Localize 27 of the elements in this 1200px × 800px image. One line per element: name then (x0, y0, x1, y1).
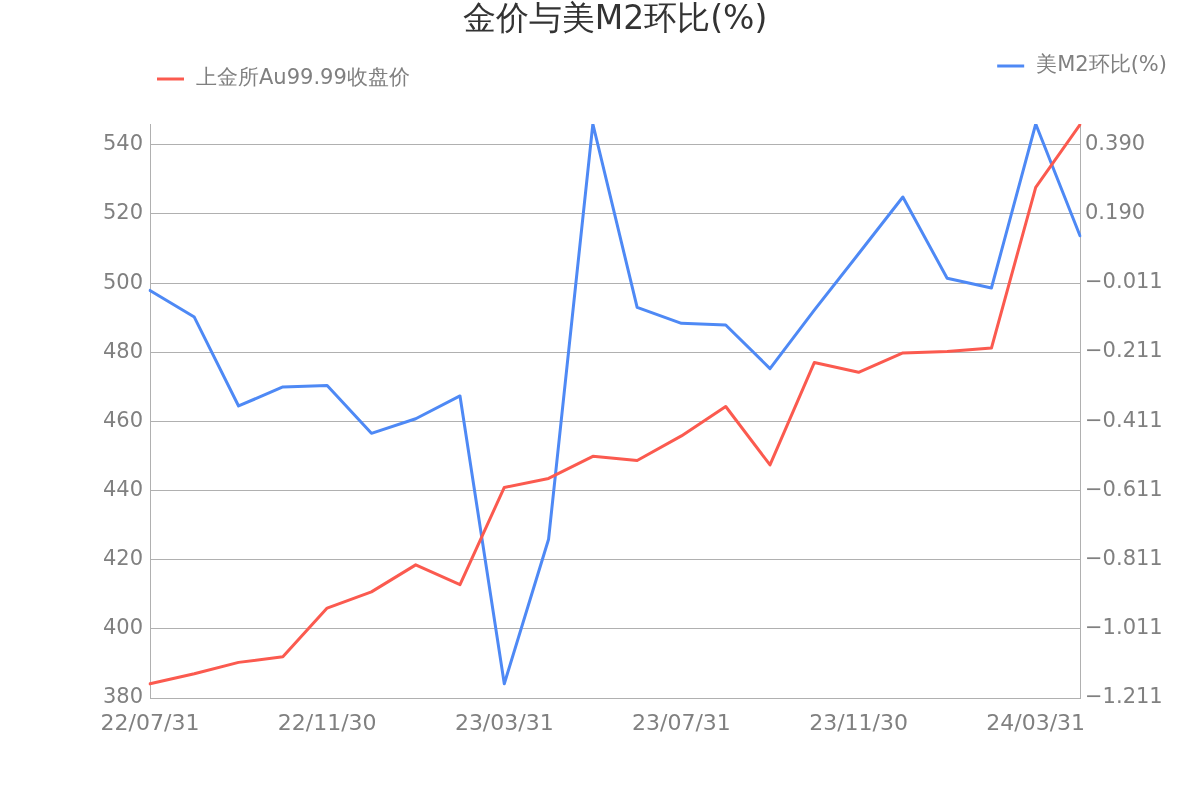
x-tick-label: 23/11/30 (809, 709, 908, 735)
y2-tick-label: −0.011 (1085, 269, 1163, 294)
y-tick-label: 420 (102, 546, 143, 571)
y2-tick-label: −1.011 (1085, 615, 1163, 640)
y2-tick-label: −0.611 (1085, 476, 1163, 501)
legend-label: 美M2环比(%) (1036, 52, 1168, 77)
y-tick-label: 480 (102, 338, 143, 363)
y2-tick-label: 0.390 (1085, 130, 1146, 155)
y2-tick-label: −1.211 (1085, 684, 1163, 709)
y-tick-label: 520 (102, 200, 143, 225)
y2-tick-label: −0.411 (1085, 407, 1163, 432)
y2-tick-label: 0.190 (1085, 199, 1146, 224)
y2-tick-label: −0.211 (1085, 338, 1163, 363)
x-tick-label: 23/03/31 (454, 709, 554, 735)
x-tick-label: 24/03/31 (986, 709, 1086, 735)
y-tick-label: 400 (102, 615, 143, 640)
y2-tick-label: −0.811 (1085, 546, 1163, 571)
y-tick-label: 540 (102, 131, 143, 156)
x-tick-label: 22/11/30 (277, 709, 377, 735)
y-tick-label: 460 (102, 407, 143, 432)
x-tick-label: 23/07/31 (632, 709, 731, 735)
x-tick-label: 22/07/31 (100, 709, 200, 735)
y-tick-label: 500 (102, 269, 143, 294)
legend-label: 上金所Au99.99收盘价 (196, 65, 410, 90)
chart-title: 金价与美M2环比(%) (462, 0, 768, 37)
y-tick-label: 440 (102, 476, 143, 501)
y-tick-label: 380 (102, 684, 143, 709)
